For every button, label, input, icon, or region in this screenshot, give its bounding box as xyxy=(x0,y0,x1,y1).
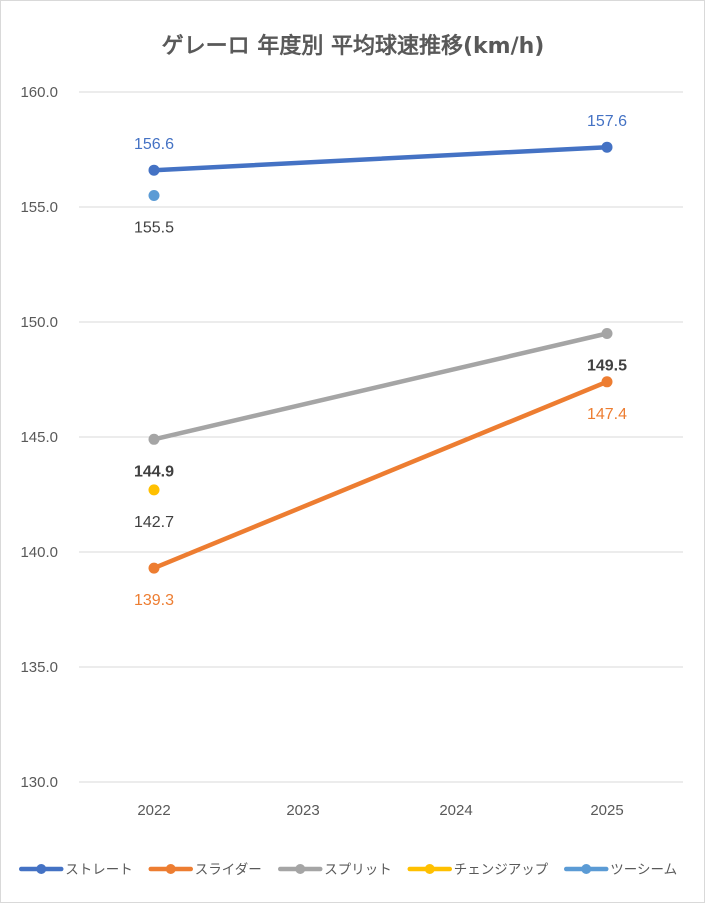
x-tick-label: 2025 xyxy=(590,802,623,819)
data-label: 149.5 xyxy=(587,358,627,375)
y-tick-label: 130.0 xyxy=(20,774,58,791)
data-point xyxy=(149,190,160,201)
line-chart: ゲレーロ 年度別 平均球速推移(km/h) 130.0 135.0 140.0 145… xyxy=(1,1,705,904)
data-point xyxy=(149,434,160,445)
legend-entry: ストレート xyxy=(65,862,133,878)
chart-title: ゲレーロ 年度別 平均球速推移(km/h) xyxy=(162,33,545,59)
data-label: 147.4 xyxy=(587,406,627,423)
legend-entry: スライダー xyxy=(195,862,262,878)
data-label: 156.6 xyxy=(134,136,174,153)
y-axis-ticks: 130.0 135.0 140.0 145.0 150.0 155.0 160.0 xyxy=(20,84,58,791)
data-label: 157.6 xyxy=(587,113,627,130)
x-tick-label: 2022 xyxy=(137,802,170,819)
legend-marker xyxy=(36,864,46,874)
series-line xyxy=(154,147,607,170)
x-tick-label: 2023 xyxy=(286,802,319,819)
y-tick-label: 135.0 xyxy=(20,659,58,676)
data-point xyxy=(149,165,160,176)
data-label: 144.9 xyxy=(134,463,174,480)
data-point xyxy=(602,376,613,387)
data-point xyxy=(602,328,613,339)
legend-marker xyxy=(166,864,176,874)
x-axis-ticks: 2022 2023 2024 2025 xyxy=(137,802,623,819)
y-tick-label: 145.0 xyxy=(20,429,58,446)
data-point xyxy=(149,563,160,574)
data-point xyxy=(602,142,613,153)
legend-entry: ツーシーム xyxy=(610,862,677,878)
x-tick-label: 2024 xyxy=(439,802,472,819)
series-line xyxy=(154,334,607,440)
data-label: 139.3 xyxy=(134,592,174,609)
data-label: 142.7 xyxy=(134,514,174,531)
series-group xyxy=(149,142,613,574)
data-labels: 156.6 157.6 139.3 147.4 144.9 149.5 142.7 155.5 xyxy=(134,113,627,609)
legend-marker xyxy=(581,864,591,874)
data-label: 155.5 xyxy=(134,220,174,237)
data-point xyxy=(149,484,160,495)
y-tick-label: 155.0 xyxy=(20,199,58,216)
legend: ストレート スライダー スプリット チェンジアップ ツーシーム xyxy=(21,862,677,878)
series-line xyxy=(154,382,607,568)
y-tick-label: 160.0 xyxy=(20,84,58,101)
legend-marker xyxy=(425,864,435,874)
legend-entry: スプリット xyxy=(324,862,392,878)
legend-entry: チェンジアップ xyxy=(454,862,549,878)
legend-marker xyxy=(295,864,305,874)
chart-frame: ゲレーロ 年度別 平均球速推移(km/h) 130.0 135.0 140.0 145… xyxy=(0,0,705,903)
y-tick-label: 150.0 xyxy=(20,314,58,331)
y-tick-label: 140.0 xyxy=(20,544,58,561)
